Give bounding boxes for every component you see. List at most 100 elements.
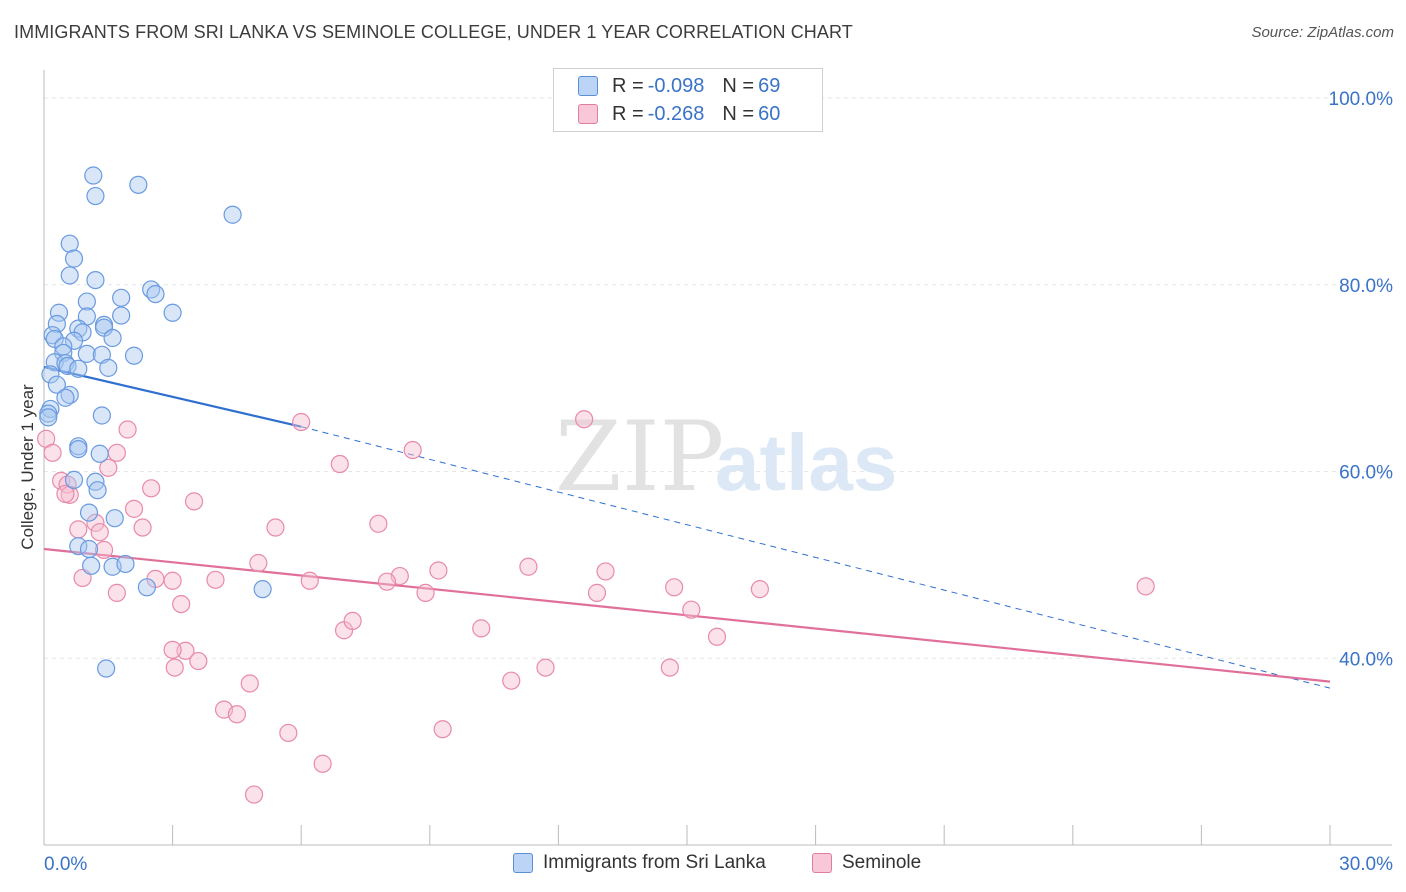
bottom-legend-seminole: Seminole (812, 852, 921, 874)
point-sri-lanka (86, 270, 105, 290)
bottom-legend-swatch-blue (513, 853, 533, 873)
point-seminole (133, 518, 152, 537)
point-seminole (184, 492, 204, 511)
legend-n-value: 69 (758, 74, 781, 97)
point-sri-lanka (77, 292, 96, 311)
point-seminole (369, 514, 388, 533)
legend-row-sri-lanka: R = -0.098 N = 69 (554, 73, 780, 99)
point-sri-lanka (77, 344, 96, 363)
source-label: Source: ZipAtlas.com (1251, 24, 1394, 41)
point-seminole (118, 420, 137, 439)
point-sri-lanka (49, 303, 69, 322)
point-seminole (163, 640, 182, 659)
point-seminole (587, 583, 607, 602)
point-seminole (665, 578, 684, 597)
point-seminole (107, 443, 126, 462)
point-seminole (227, 705, 246, 724)
point-seminole (266, 518, 285, 537)
bottom-legend-label: Seminole (842, 852, 922, 873)
point-sri-lanka (84, 166, 103, 185)
point-seminole (292, 412, 311, 432)
point-sri-lanka (116, 554, 135, 574)
point-seminole (433, 720, 452, 739)
point-seminole (472, 619, 491, 638)
point-sri-lanka (58, 356, 77, 376)
point-seminole (536, 658, 555, 677)
point-seminole (313, 754, 332, 773)
legend-n-label: N = (722, 74, 755, 97)
point-seminole (429, 561, 448, 580)
y-axis-label: College, Under 1 year (18, 384, 37, 550)
point-sri-lanka (163, 303, 182, 322)
point-sri-lanka (64, 331, 84, 350)
point-sri-lanka (146, 284, 165, 304)
point-sri-lanka (92, 406, 111, 425)
point-sri-lanka (79, 503, 99, 522)
legend-swatch-blue (578, 76, 598, 96)
point-seminole (519, 557, 538, 576)
point-seminole (300, 571, 319, 590)
point-seminole (575, 410, 594, 429)
bottom-legend-sri-lanka: Immigrants from Sri Lanka (513, 852, 766, 874)
bottom-legend-label: Immigrants from Sri Lanka (543, 852, 766, 873)
point-sri-lanka (69, 537, 88, 556)
legend-row-seminole: R = -0.268 N = 60 (554, 101, 780, 127)
point-seminole (90, 523, 109, 542)
point-sri-lanka (129, 175, 148, 194)
point-sri-lanka (99, 358, 118, 377)
point-seminole (163, 571, 182, 590)
point-seminole (750, 580, 769, 599)
point-sri-lanka (223, 205, 242, 224)
y-tick-label: 80.0% (1339, 276, 1393, 297)
point-seminole (206, 570, 225, 589)
point-sri-lanka (97, 659, 116, 678)
point-seminole (330, 454, 349, 474)
legend-r-value: -0.098 (647, 74, 705, 97)
point-seminole (403, 440, 422, 460)
legend-r-value: -0.268 (647, 102, 705, 125)
point-seminole (279, 723, 298, 743)
point-seminole (707, 627, 727, 646)
correlation-legend: R = -0.098 N = 69 R = -0.268 N = 60 (553, 68, 823, 132)
data-points (37, 166, 1155, 804)
trend-line-sri-lanka (43, 365, 302, 428)
point-sri-lanka (64, 249, 84, 268)
legend-r-label: R = (612, 102, 644, 125)
point-seminole (249, 553, 268, 573)
point-sri-lanka (86, 186, 105, 206)
point-seminole (107, 583, 126, 602)
point-sri-lanka (64, 470, 84, 490)
bottom-legend-swatch-pink (812, 853, 832, 873)
point-sri-lanka (112, 306, 131, 325)
point-seminole (660, 658, 679, 677)
point-sri-lanka (41, 365, 60, 384)
point-seminole (176, 641, 195, 660)
point-seminole (377, 572, 397, 591)
point-sri-lanka (137, 578, 156, 597)
point-sri-lanka (82, 556, 101, 575)
point-seminole (596, 562, 615, 581)
point-sri-lanka (47, 314, 66, 334)
legend-n-value: 60 (758, 102, 781, 125)
y-tick-label: 40.0% (1339, 649, 1393, 670)
point-seminole (172, 594, 191, 614)
point-seminole (682, 600, 701, 619)
point-seminole (416, 583, 435, 602)
legend-r-label: R = (612, 74, 644, 97)
point-sri-lanka (60, 234, 79, 253)
point-seminole (69, 520, 88, 539)
point-sri-lanka (253, 580, 272, 599)
point-sri-lanka (79, 539, 99, 559)
point-seminole (99, 458, 118, 477)
legend-swatch-pink (578, 104, 598, 124)
watermark: ZIP atlas (555, 401, 897, 513)
point-sri-lanka (69, 439, 88, 459)
gridlines (44, 97, 1392, 659)
point-sri-lanka (56, 388, 75, 407)
point-sri-lanka (69, 359, 88, 378)
point-seminole (142, 479, 161, 498)
watermark-zip: ZIP (555, 401, 724, 513)
point-sri-lanka (124, 346, 144, 365)
point-sri-lanka (105, 509, 124, 528)
